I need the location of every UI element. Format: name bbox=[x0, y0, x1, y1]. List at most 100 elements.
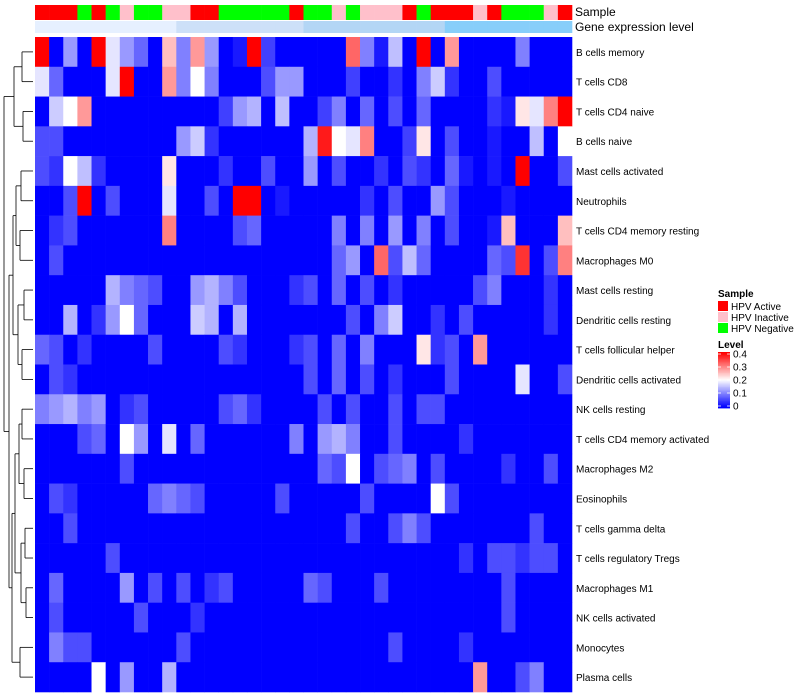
heatmap-cell bbox=[501, 394, 516, 425]
heatmap-cell bbox=[204, 215, 220, 246]
heatmap-cell bbox=[360, 543, 375, 574]
heatmap-cell bbox=[557, 37, 573, 68]
legend-colorbar-step bbox=[718, 370, 730, 372]
legend-colorbar-step bbox=[718, 395, 730, 398]
heatmap-cell bbox=[402, 662, 417, 693]
sample-annotation-cell bbox=[63, 5, 78, 20]
heatmap-cell bbox=[543, 334, 559, 365]
heatmap-cell bbox=[303, 304, 318, 336]
heatmap-cell bbox=[289, 513, 304, 544]
heatmap-cell bbox=[204, 453, 220, 484]
heatmap-cell bbox=[232, 424, 248, 455]
heatmap-cell bbox=[303, 572, 318, 603]
sample-annotation-cell bbox=[444, 5, 460, 20]
heatmap-cell bbox=[501, 96, 516, 127]
gene-expression-annotation-cell bbox=[501, 21, 516, 33]
heatmap-cell bbox=[275, 513, 290, 544]
heatmap-cell bbox=[416, 245, 431, 276]
heatmap-cell bbox=[77, 483, 92, 514]
heatmap-cell bbox=[275, 304, 290, 336]
heatmap-cell bbox=[416, 424, 431, 455]
heatmap-cell bbox=[246, 245, 262, 276]
row-label: Macrophages M2 bbox=[576, 465, 654, 476]
heatmap-cell bbox=[331, 483, 347, 514]
heatmap-cell bbox=[162, 185, 177, 216]
heatmap-cell bbox=[402, 513, 417, 544]
sample-annotation-cell bbox=[35, 5, 50, 20]
heatmap-cell bbox=[218, 304, 234, 336]
heatmap-cell bbox=[105, 304, 121, 336]
heatmap-cell bbox=[402, 602, 417, 633]
heatmap-cell bbox=[416, 37, 431, 68]
legend-colorbar-step bbox=[718, 377, 730, 379]
legend-colorbar-step bbox=[718, 359, 730, 361]
heatmap-cell bbox=[176, 275, 191, 306]
heatmap-cell bbox=[487, 453, 502, 484]
heatmap-cell bbox=[303, 156, 318, 187]
heatmap-cell bbox=[119, 543, 135, 574]
sample-annotation-cell bbox=[91, 5, 106, 20]
heatmap-cell bbox=[275, 245, 290, 276]
heatmap-cell bbox=[232, 453, 248, 484]
heatmap-cell bbox=[473, 156, 488, 187]
heatmap-cell bbox=[501, 513, 516, 544]
heatmap-cell bbox=[303, 215, 318, 246]
heatmap-cell bbox=[289, 483, 304, 514]
heatmap-cell bbox=[289, 275, 304, 306]
sample-annotation-cell bbox=[402, 5, 417, 20]
track-label-gene-expression: Gene expression level bbox=[575, 20, 694, 34]
heatmap-cell bbox=[232, 275, 248, 306]
heatmap-cell bbox=[91, 602, 106, 633]
heatmap-cell bbox=[331, 304, 347, 336]
heatmap-cell bbox=[275, 543, 290, 574]
heatmap-cell bbox=[458, 632, 474, 663]
heatmap-cell bbox=[190, 364, 205, 395]
heatmap-cell bbox=[204, 185, 220, 216]
heatmap-cell bbox=[317, 275, 333, 306]
row-label: Neutrophils bbox=[576, 197, 627, 208]
heatmap-cell bbox=[91, 185, 106, 216]
heatmap-cell bbox=[232, 364, 248, 395]
heatmap-cell bbox=[388, 37, 403, 68]
heatmap-cell bbox=[444, 394, 460, 425]
row-label: Eosinophils bbox=[576, 494, 627, 505]
heatmap-cell bbox=[35, 483, 50, 514]
heatmap-cell bbox=[91, 364, 106, 395]
sample-annotation-cell bbox=[148, 5, 163, 20]
heatmap-cell bbox=[416, 662, 431, 693]
heatmap-cell bbox=[360, 37, 375, 68]
heatmap-cell bbox=[345, 453, 361, 484]
heatmap-cell bbox=[303, 602, 318, 633]
heatmap-cell bbox=[444, 156, 460, 187]
heatmap-cell bbox=[317, 453, 333, 484]
heatmap-cell bbox=[543, 662, 559, 693]
sample-annotation-cell bbox=[232, 5, 248, 20]
heatmap-cell bbox=[49, 543, 64, 574]
heatmap-cell bbox=[176, 424, 191, 455]
heatmap-cell bbox=[232, 245, 248, 276]
heatmap-cell bbox=[77, 543, 92, 574]
heatmap-cell bbox=[303, 513, 318, 544]
heatmap-cell bbox=[204, 66, 220, 97]
heatmap-cell bbox=[246, 215, 262, 246]
heatmap-cell bbox=[501, 37, 516, 68]
heatmap-cell bbox=[374, 483, 389, 514]
heatmap-cell bbox=[63, 632, 78, 663]
heatmap-cell bbox=[515, 126, 530, 157]
heatmap-cell bbox=[303, 424, 318, 455]
heatmap-cell bbox=[515, 66, 530, 97]
heatmap-cell bbox=[49, 662, 64, 693]
heatmap-cell bbox=[345, 304, 361, 336]
heatmap-cell bbox=[176, 453, 191, 484]
heatmap-cell bbox=[388, 245, 403, 276]
heatmap-cell bbox=[162, 334, 177, 365]
heatmap-cell bbox=[176, 394, 191, 425]
legend-level-title: Level bbox=[718, 340, 744, 351]
heatmap-cell bbox=[557, 215, 573, 246]
heatmap-cell bbox=[176, 304, 191, 336]
legend-colorbar-step bbox=[718, 398, 730, 400]
heatmap-cell bbox=[317, 156, 333, 187]
heatmap-cell bbox=[63, 572, 78, 603]
heatmap-cell bbox=[218, 185, 234, 216]
heatmap-cell bbox=[473, 215, 488, 246]
